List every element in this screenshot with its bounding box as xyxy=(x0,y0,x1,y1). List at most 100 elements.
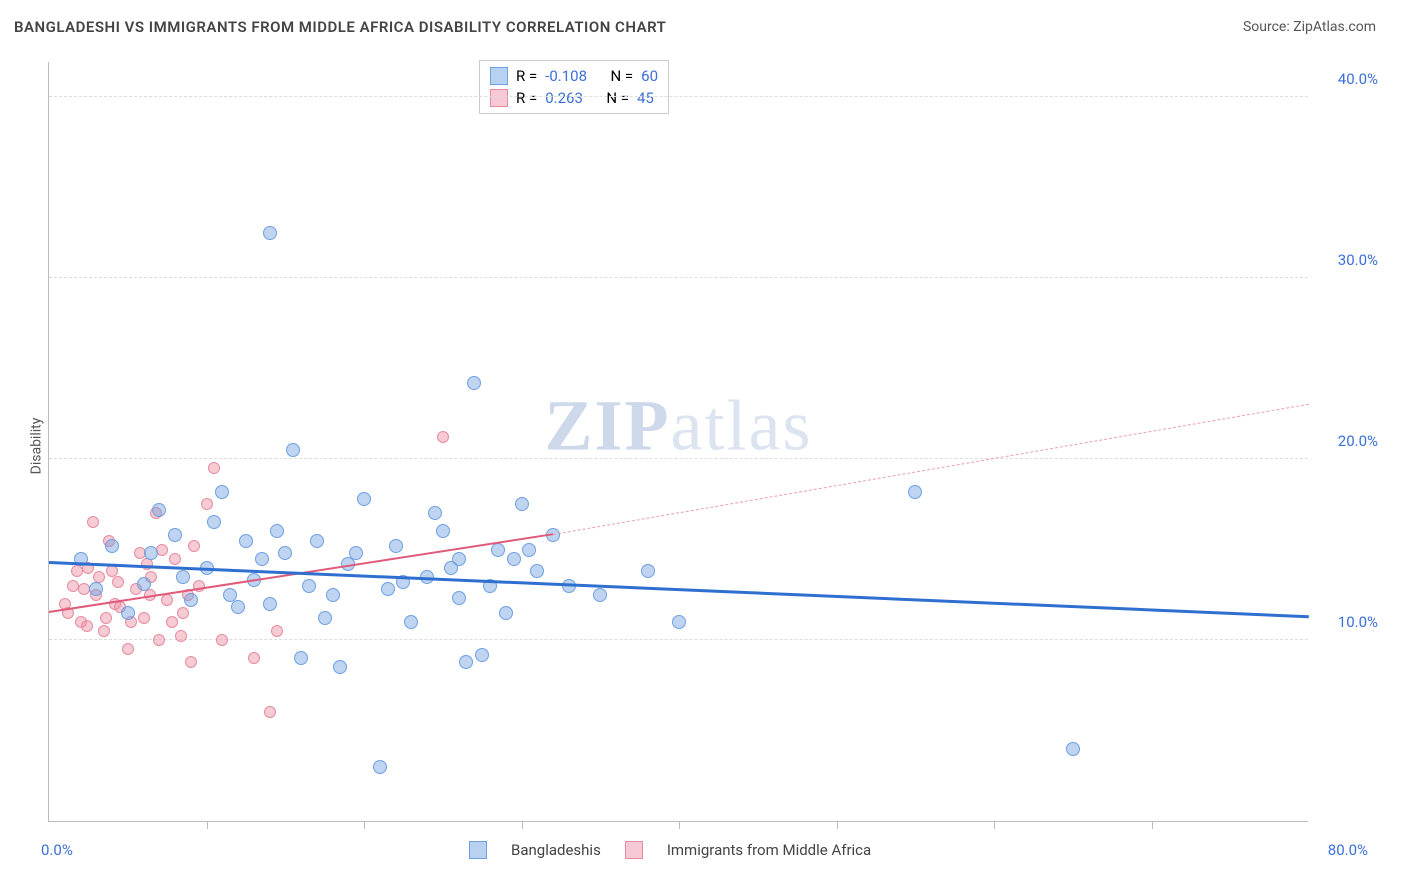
scatter-point xyxy=(98,625,110,637)
watermark: ZIPatlas xyxy=(545,385,813,468)
scatter-point xyxy=(89,582,103,596)
scatter-point xyxy=(302,579,316,593)
scatter-point xyxy=(404,615,418,629)
scatter-point xyxy=(271,625,283,637)
scatter-point xyxy=(270,524,284,538)
scatter-point xyxy=(333,660,347,674)
legend-swatch-pink xyxy=(625,841,643,859)
scatter-point xyxy=(223,588,237,602)
scatter-point xyxy=(286,443,300,457)
scatter-point xyxy=(263,597,277,611)
scatter-point xyxy=(326,588,340,602)
scatter-point xyxy=(137,577,151,591)
scatter-point xyxy=(428,506,442,520)
scatter-point xyxy=(188,540,200,552)
swatch-blue xyxy=(490,67,508,85)
scatter-point xyxy=(467,376,481,390)
chart-plot-area: ZIPatlas R = -0.108 N = 60 R = 0.263 N =… xyxy=(48,62,1308,822)
chart-title: BANGLADESHI VS IMMIGRANTS FROM MIDDLE AF… xyxy=(14,18,666,36)
scatter-point xyxy=(264,706,276,718)
x-tick xyxy=(522,821,523,829)
scatter-point xyxy=(138,612,150,624)
x-tick xyxy=(679,821,680,829)
scatter-point xyxy=(161,594,173,606)
scatter-point xyxy=(177,607,189,619)
n-value-pink: 45 xyxy=(637,89,654,107)
scatter-point xyxy=(166,616,178,628)
scatter-point xyxy=(71,565,83,577)
legend-label-blue: Bangladeshis xyxy=(511,841,601,859)
scatter-point xyxy=(908,485,922,499)
scatter-point xyxy=(593,588,607,602)
scatter-point xyxy=(248,652,260,664)
scatter-point xyxy=(278,546,292,560)
scatter-point xyxy=(93,571,105,583)
scatter-point xyxy=(349,546,363,560)
scatter-point xyxy=(373,760,387,774)
source-label: Source: xyxy=(1243,19,1290,35)
scatter-point xyxy=(184,593,198,607)
y-tick-label: 20.0% xyxy=(1318,432,1378,450)
scatter-point xyxy=(185,656,197,668)
scatter-point xyxy=(112,576,124,588)
scatter-point xyxy=(175,630,187,642)
y-tick-label: 10.0% xyxy=(1318,613,1378,631)
scatter-point xyxy=(475,648,489,662)
scatter-point xyxy=(672,615,686,629)
x-tick xyxy=(364,821,365,829)
series-legend: Bangladeshis Immigrants from Middle Afri… xyxy=(469,841,871,859)
scatter-point xyxy=(437,431,449,443)
legend-swatch-blue xyxy=(469,841,487,859)
watermark-zip: ZIP xyxy=(545,386,671,466)
correlation-row-pink: R = 0.263 N = 45 xyxy=(490,87,658,109)
scatter-point xyxy=(100,612,112,624)
scatter-point xyxy=(255,552,269,566)
scatter-point xyxy=(144,546,158,560)
scatter-point xyxy=(216,634,228,646)
scatter-point xyxy=(507,552,521,566)
scatter-point xyxy=(389,539,403,553)
scatter-point xyxy=(381,582,395,596)
r-value-pink: 0.263 xyxy=(545,89,583,107)
scatter-point xyxy=(105,539,119,553)
source-attribution: Source: ZipAtlas.com xyxy=(1243,19,1376,35)
scatter-point xyxy=(530,564,544,578)
scatter-point xyxy=(452,591,466,605)
source-name: ZipAtlas.com xyxy=(1293,19,1376,35)
r-value-blue: -0.108 xyxy=(545,67,587,85)
trend-line xyxy=(553,404,1309,535)
gridline xyxy=(49,96,1308,97)
x-tick xyxy=(837,821,838,829)
scatter-point xyxy=(153,634,165,646)
x-axis-max-label: 80.0% xyxy=(1328,841,1368,859)
y-tick-label: 30.0% xyxy=(1318,251,1378,269)
gridline xyxy=(49,639,1308,640)
scatter-point xyxy=(231,600,245,614)
swatch-pink xyxy=(490,89,508,107)
scatter-point xyxy=(176,570,190,584)
scatter-point xyxy=(452,552,466,566)
legend-label-pink: Immigrants from Middle Africa xyxy=(667,841,871,859)
scatter-point xyxy=(522,543,536,557)
y-tick-label: 40.0% xyxy=(1318,70,1378,88)
gridline xyxy=(49,458,1308,459)
scatter-point xyxy=(87,516,99,528)
scatter-point xyxy=(294,651,308,665)
n-value-blue: 60 xyxy=(641,67,658,85)
scatter-point xyxy=(318,611,332,625)
x-tick xyxy=(994,821,995,829)
x-tick xyxy=(207,821,208,829)
header: BANGLADESHI VS IMMIGRANTS FROM MIDDLE AF… xyxy=(0,0,1406,48)
scatter-point xyxy=(515,497,529,511)
scatter-point xyxy=(499,606,513,620)
scatter-point xyxy=(78,583,90,595)
y-axis-label: Disability xyxy=(28,418,44,475)
watermark-atlas: atlas xyxy=(671,386,813,466)
scatter-point xyxy=(357,492,371,506)
scatter-point xyxy=(215,485,229,499)
correlation-legend: R = -0.108 N = 60 R = 0.263 N = 45 xyxy=(479,60,669,114)
scatter-point xyxy=(152,503,166,517)
scatter-point xyxy=(121,606,135,620)
scatter-point xyxy=(641,564,655,578)
n-label: N = xyxy=(606,89,629,107)
